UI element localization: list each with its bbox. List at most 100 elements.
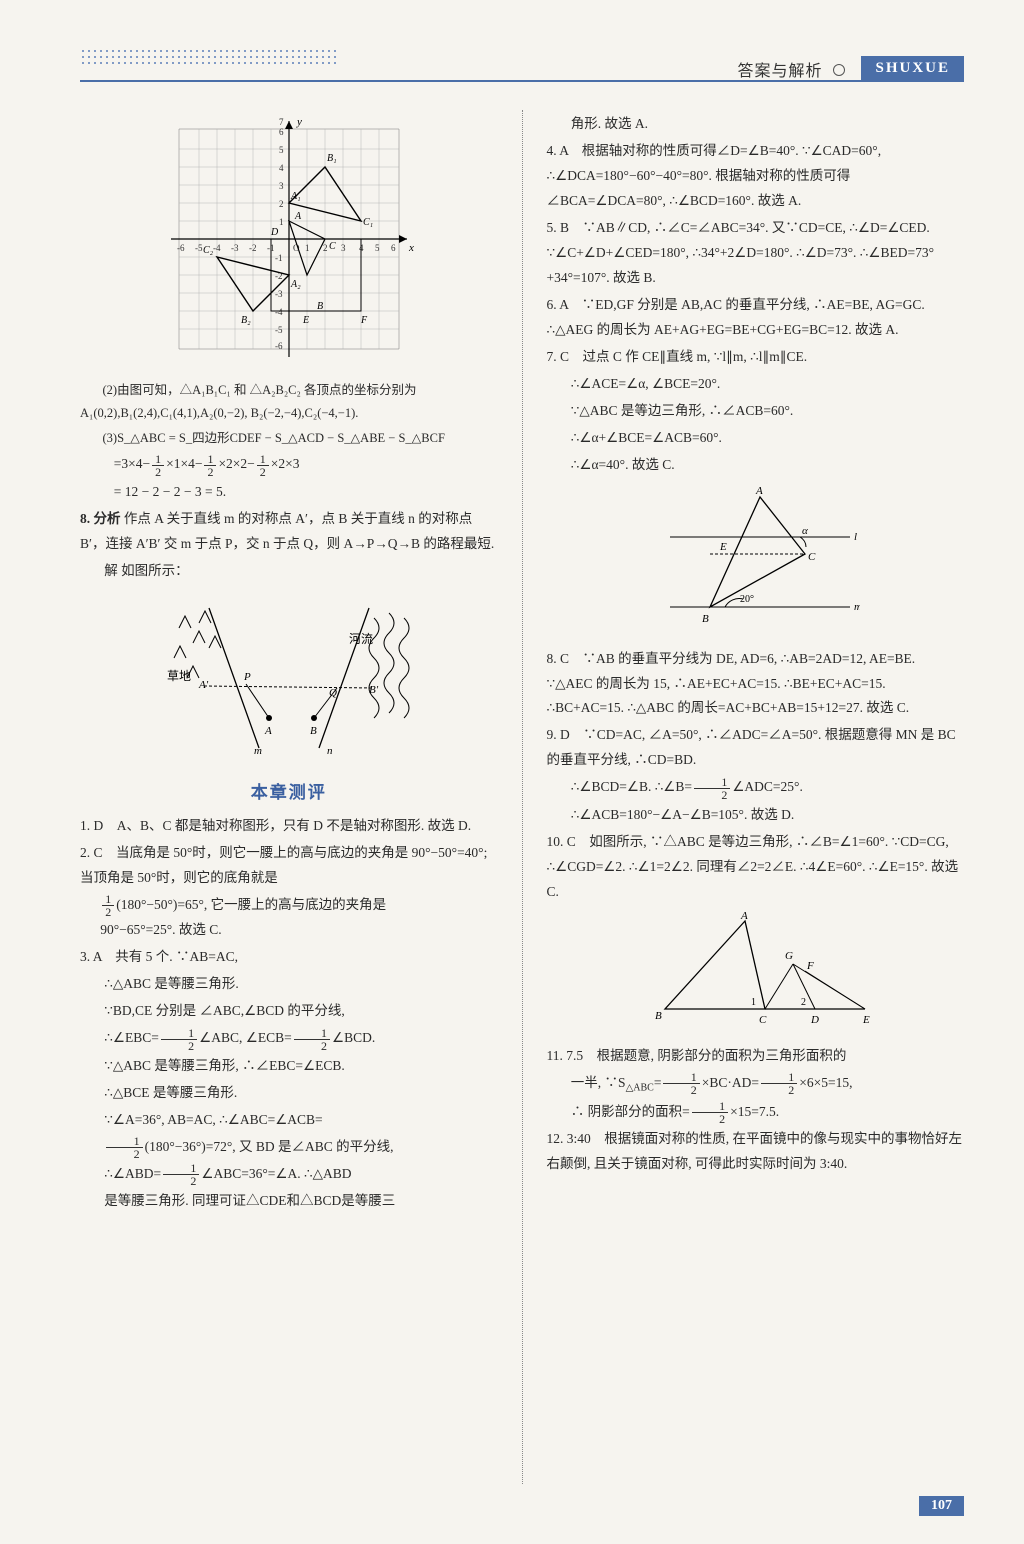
q7-2: ∵△ABC 是等边三角形, ∴∠ACB=60°. <box>547 399 965 424</box>
q7-3: ∴∠α+∠BCE=∠ACB=60°. <box>547 426 965 451</box>
svg-text:B: B <box>655 1010 662 1022</box>
svg-text:n: n <box>327 745 333 757</box>
q3-8: ∴∠ABD=12∠ABC=36°=∠A. ∴△ABD <box>80 1162 498 1187</box>
q9-2: ∴∠ACB=180°−∠A−∠B=105°. 故选 D. <box>547 803 965 828</box>
page-number: 107 <box>919 1496 964 1516</box>
cont: 角形. 故选 A. <box>547 112 965 137</box>
header-dots <box>80 48 340 66</box>
svg-text:C₁: C₁ <box>363 217 373 228</box>
q6: 6. A ∵ED,GF 分别是 AB,AC 的垂直平分线, ∴AE=BE, AG… <box>547 293 965 343</box>
svg-text:A₂: A₂ <box>290 279 301 290</box>
svg-text:草地: 草地 <box>167 669 191 683</box>
svg-text:E: E <box>302 315 309 326</box>
svg-text:20°: 20° <box>740 594 754 605</box>
columns: x y -6-5-4 -3-2-1 123 456 123 4567 -1-2-… <box>80 110 964 1484</box>
svg-text:F: F <box>360 315 368 326</box>
q10-svg: A B C D E F G 1 2 <box>625 909 885 1029</box>
figure-q10: A B C D E F G 1 2 <box>547 909 965 1038</box>
right-column: 角形. 故选 A. 4. A 根据轴对称的性质可得∠D=∠B=40°. ∵∠CA… <box>547 110 965 1484</box>
q8-analysis: 8. 分析 作点 A 关于直线 m 的对称点 A′，点 B 关于直线 n 的对称… <box>80 507 498 557</box>
svg-text:A₁: A₁ <box>290 191 301 202</box>
q3-6: ∵∠A=36°, AB=AC, ∴∠ABC=∠ACB= <box>80 1108 498 1133</box>
svg-text:D: D <box>810 1014 819 1026</box>
svg-text:-5: -5 <box>195 243 203 253</box>
svg-text:l: l <box>854 531 857 543</box>
svg-text:-3: -3 <box>231 243 239 253</box>
svg-text:-4: -4 <box>213 243 221 253</box>
q7-1: ∴∠ACE=∠α, ∠BCE=20°. <box>547 372 965 397</box>
svg-text:P: P <box>243 671 251 683</box>
svg-text:C: C <box>329 241 336 252</box>
svg-text:2: 2 <box>279 199 284 209</box>
section-title: 本章测评 <box>80 777 498 808</box>
svg-text:2: 2 <box>801 997 806 1008</box>
q3-4: ∵△ABC 是等腰三角形, ∴∠EBC=∠ECB. <box>80 1054 498 1079</box>
figure-q7: A B C E l m α 20° <box>547 482 965 641</box>
q7-4: ∴∠α=40°. 故选 C. <box>547 453 965 478</box>
svg-text:-6: -6 <box>177 243 185 253</box>
svg-text:B₁: B₁ <box>327 153 337 164</box>
svg-text:-3: -3 <box>275 289 283 299</box>
svg-text:1: 1 <box>279 217 284 227</box>
q4: 4. A 根据轴对称的性质可得∠D=∠B=40°. ∵∠CAD=60°, ∴∠D… <box>547 139 965 214</box>
header-title-text: 答案与解析 <box>737 63 822 80</box>
q11-0: 11. 7.5 根据题意, 阴影部分的面积为三角形面积的 <box>547 1044 965 1069</box>
q3-5: ∴△BCE 是等腰三角形. <box>80 1081 498 1106</box>
svg-text:-1: -1 <box>275 253 283 263</box>
q3-9: 是等腰三角形. 同理可证△CDE和△BCD是等腰三 <box>80 1189 498 1214</box>
q8-sol-label: 解 如图所示： <box>80 559 498 584</box>
svg-text:y: y <box>296 116 302 128</box>
q2b: 12(180°−50°)=65°, 它一腰上的高与底边的夹角是90°−65°=2… <box>80 893 498 943</box>
svg-text:6: 6 <box>391 243 396 253</box>
q12: 12. 3:40 根据镜面对称的性质, 在平面镜中的像与现实中的事物恰好左右颠倒… <box>547 1127 965 1177</box>
svg-text:2: 2 <box>323 243 328 253</box>
svg-text:6: 6 <box>279 127 284 137</box>
svg-text:B′: B′ <box>369 684 379 696</box>
svg-text:7: 7 <box>279 117 284 127</box>
svg-text:B: B <box>702 613 709 625</box>
p-3a: (3)S_△ABC = S_四边形CDEF − S_△ACD − S_△ABE … <box>80 427 498 450</box>
svg-text:C: C <box>808 551 816 563</box>
header-box: SHUXUE <box>861 56 964 81</box>
svg-text:-5: -5 <box>275 325 283 335</box>
svg-text:5: 5 <box>279 145 284 155</box>
q7-0: 7. C 过点 C 作 CE∥直线 m, ∵l∥m, ∴l∥m∥CE. <box>547 345 965 370</box>
svg-text:m: m <box>854 601 860 613</box>
svg-text:m: m <box>254 745 262 757</box>
svg-text:A: A <box>294 211 302 222</box>
p-3c: = 12 − 2 − 2 − 3 = 5. <box>80 480 498 505</box>
svg-text:F: F <box>806 960 814 972</box>
q8-label: 8. 分析 <box>80 511 121 526</box>
svg-text:5: 5 <box>375 243 380 253</box>
header-circle-icon <box>833 64 845 76</box>
svg-text:河流: 河流 <box>349 632 373 646</box>
svg-text:4: 4 <box>279 163 284 173</box>
figure-grid: x y -6-5-4 -3-2-1 123 456 123 4567 -1-2-… <box>80 114 498 373</box>
header-rule <box>80 80 964 82</box>
svg-text:A: A <box>755 485 763 497</box>
q5: 5. B ∵AB∥CD, ∴∠C=∠ABC=34°. 又∵CD=CE, ∴∠D=… <box>547 216 965 291</box>
svg-text:-2: -2 <box>249 243 257 253</box>
svg-text:3: 3 <box>279 181 284 191</box>
q3-1: ∴△ABC 是等腰三角形. <box>80 972 498 997</box>
svg-text:B₂: B₂ <box>241 315 251 326</box>
svg-text:3: 3 <box>341 243 346 253</box>
svg-text:E: E <box>862 1014 870 1026</box>
figure-path: A B A′ B′ P Q 草地 河流 m n <box>80 588 498 767</box>
q3-0: 3. A 共有 5 个. ∵AB=AC, <box>80 945 498 970</box>
coord-grid-svg: x y -6-5-4 -3-2-1 123 456 123 4567 -1-2-… <box>159 114 419 364</box>
svg-text:B: B <box>310 725 317 737</box>
svg-text:A: A <box>740 910 748 922</box>
q2a: 2. C 当底角是 50°时，则它一腰上的高与底边的夹角是 90°−50°=40… <box>80 841 498 891</box>
q3-3: ∴∠EBC=12∠ABC, ∠ECB=12∠BCD. <box>80 1026 498 1051</box>
q11-2: ∴ 阴影部分的面积=12×15=7.5. <box>547 1100 965 1125</box>
q10: 10. C 如图所示, ∵△ABC 是等边三角形, ∴∠B=∠1=60°. ∵C… <box>547 830 965 905</box>
p-2: (2)由图可知，△A₁B₁C₁ 和 △A₂B₂C₂ 各顶点的坐标分别为 A₁(0… <box>80 379 498 425</box>
svg-text:B: B <box>317 301 323 312</box>
svg-text:A: A <box>264 725 272 737</box>
header-title: 答案与解析 <box>737 57 851 81</box>
q9-0: 9. D ∵CD=AC, ∠A=50°, ∴∠ADC=∠A=50°. 根据题意得… <box>547 723 965 773</box>
svg-text:1: 1 <box>751 997 756 1008</box>
page: 答案与解析 SHUXUE <box>0 0 1024 1544</box>
header: 答案与解析 SHUXUE <box>737 56 964 81</box>
